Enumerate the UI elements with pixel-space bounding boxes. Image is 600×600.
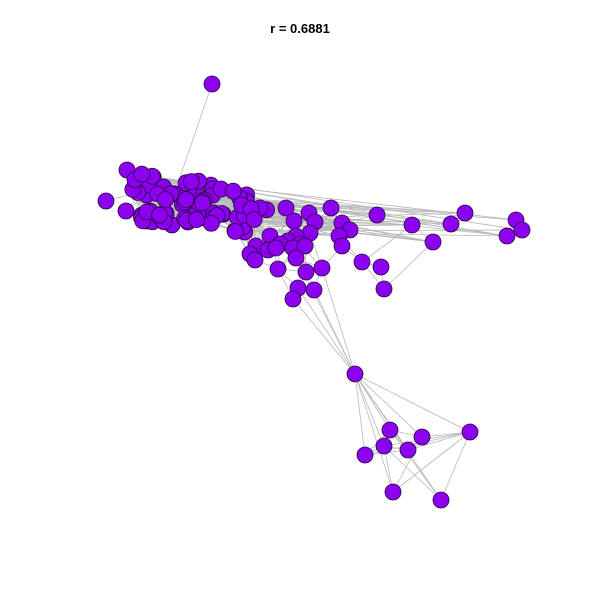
graph-node — [287, 249, 305, 267]
node-layer — [97, 75, 531, 509]
graph-node — [372, 258, 390, 276]
graph-edge — [392, 431, 471, 493]
graph-node — [224, 182, 242, 200]
graph-node — [375, 437, 393, 455]
graph-node — [267, 239, 285, 257]
graph-edge — [243, 224, 413, 228]
graph-node — [194, 194, 211, 212]
graph-node — [375, 280, 393, 298]
graph-edge — [354, 373, 385, 447]
graph-node — [203, 75, 221, 93]
graph-node — [333, 237, 351, 255]
graph-node — [384, 483, 402, 501]
graph-node — [133, 165, 151, 183]
graph-node — [285, 212, 303, 230]
graph-node — [246, 251, 264, 269]
graph-node — [498, 227, 516, 245]
graph-node — [381, 421, 399, 439]
graph-edge — [354, 373, 471, 433]
graph-edge — [354, 373, 442, 501]
graph-node — [177, 191, 195, 208]
graph-node — [182, 173, 200, 191]
graph-node — [461, 423, 479, 441]
graph-node — [117, 202, 135, 220]
graph-edge — [354, 373, 423, 438]
graph-edge — [354, 373, 391, 431]
graph-edge — [354, 373, 366, 456]
graph-node — [284, 290, 302, 308]
graph-node — [322, 199, 340, 217]
graph-edge — [173, 83, 213, 194]
graph-edge — [389, 429, 442, 501]
graph-node — [305, 281, 323, 299]
graph-edge — [354, 373, 394, 493]
graph-edge — [392, 436, 423, 493]
graph-node — [368, 206, 386, 224]
graph-node — [157, 191, 174, 208]
graph-node — [226, 223, 244, 240]
graph-node — [353, 253, 371, 271]
graph-node — [356, 446, 374, 464]
graph-edge — [407, 431, 471, 451]
graph-node — [151, 206, 168, 224]
graph-node — [202, 214, 220, 232]
graph-edge — [383, 241, 434, 290]
plot-title: r = 0.6881 — [270, 21, 330, 36]
graph-node — [442, 215, 460, 233]
graph-node — [245, 211, 263, 228]
graph-node — [403, 216, 421, 234]
graph-node — [513, 221, 531, 239]
graph-node — [399, 441, 417, 459]
graph-node — [269, 260, 287, 278]
graph-edge — [361, 224, 413, 263]
graph-node — [296, 237, 314, 255]
graph-node — [424, 233, 442, 251]
graph-node — [188, 211, 205, 229]
graph-node — [413, 428, 431, 446]
graph-node — [297, 263, 315, 281]
graph-node — [346, 365, 364, 383]
graph-node — [97, 192, 115, 210]
graph-node — [313, 259, 331, 277]
graph-node — [432, 491, 450, 509]
graph-edge — [321, 267, 356, 375]
graph-edge — [383, 445, 442, 501]
graph-node — [456, 204, 474, 222]
graph-edge — [297, 287, 356, 375]
graph-edge — [440, 431, 471, 501]
graph-edge — [292, 298, 356, 375]
graph-edge — [235, 229, 523, 232]
graph-node — [277, 199, 295, 217]
